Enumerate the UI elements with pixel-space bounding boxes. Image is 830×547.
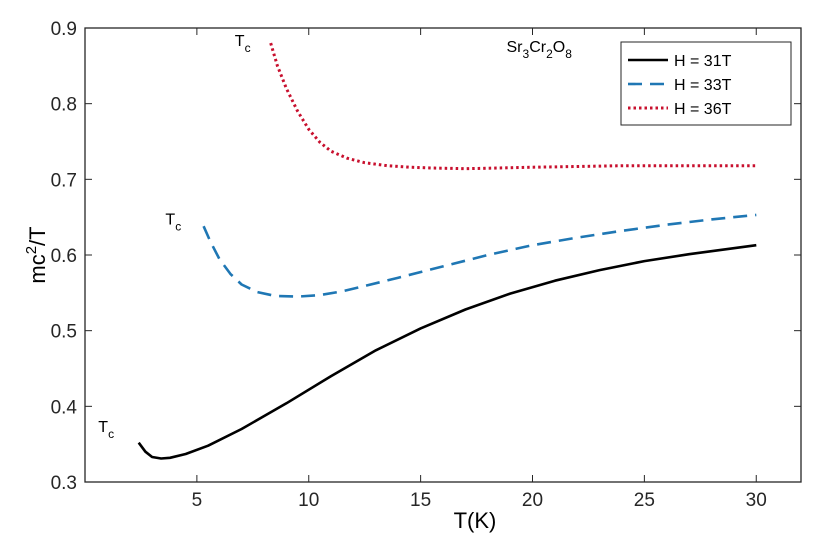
y-axis-label-tail: /T — [25, 226, 50, 246]
y-axis-label-sup: 2 — [23, 246, 40, 254]
compound-subscript: 3 — [523, 47, 530, 61]
y-tick-label: 0.5 — [51, 322, 77, 343]
legend-box — [620, 41, 792, 126]
x-tick-label: 30 — [746, 490, 767, 511]
compound-subscript: 2 — [546, 47, 553, 61]
tc-label-sub: c — [175, 220, 181, 234]
legend: H = 31T H = 33T H = 36T — [620, 41, 792, 126]
compound-element: Cr — [529, 39, 547, 56]
tc-label-3: Tc — [98, 419, 114, 441]
legend-label-3: H = 36T — [674, 101, 732, 118]
y-axis-label-base: mc — [25, 254, 50, 283]
compound-element: Sr — [507, 39, 524, 56]
compound-subscript: 8 — [565, 47, 572, 61]
series-group — [137, 42, 757, 460]
series-line-1 — [137, 243, 757, 460]
y-tick-label: 0.8 — [51, 95, 77, 116]
x-tick-label: 20 — [522, 490, 543, 511]
tc-label-base: T — [165, 212, 175, 229]
tc-label-sub: c — [245, 41, 251, 55]
series-line-2 — [202, 213, 757, 298]
y-tick-label: 0.9 — [51, 19, 77, 40]
tc-label-base: T — [235, 33, 245, 50]
legend-label-2: H = 33T — [674, 77, 732, 94]
tc-label-2: Tc — [165, 212, 181, 234]
tc-label-base: T — [98, 419, 108, 436]
x-tick-label: 25 — [634, 490, 655, 511]
legend-label-1: H = 31T — [674, 53, 732, 70]
x-tick-label: 5 — [192, 490, 203, 511]
tick-group: 5 10 15 20 25 30 0.3 0.4 0.5 0.6 0.7 0.8 0.9 — [51, 19, 801, 511]
x-axis-label: T(K) — [454, 508, 497, 533]
compound-element: O — [553, 39, 565, 56]
x-tick-label: 15 — [410, 490, 431, 511]
y-tick-label: 0.7 — [51, 170, 77, 191]
tc-label-1: Tc — [235, 33, 251, 55]
x-tick-label: 10 — [298, 490, 319, 511]
y-axis-label: mc2/T — [23, 226, 50, 283]
y-tick-label: 0.4 — [51, 397, 78, 418]
y-tick-label: 0.3 — [51, 473, 77, 494]
tc-label-sub: c — [108, 427, 114, 441]
compound-label: Sr3Cr2O8 — [507, 39, 573, 61]
y-tick-label: 0.6 — [51, 246, 77, 267]
